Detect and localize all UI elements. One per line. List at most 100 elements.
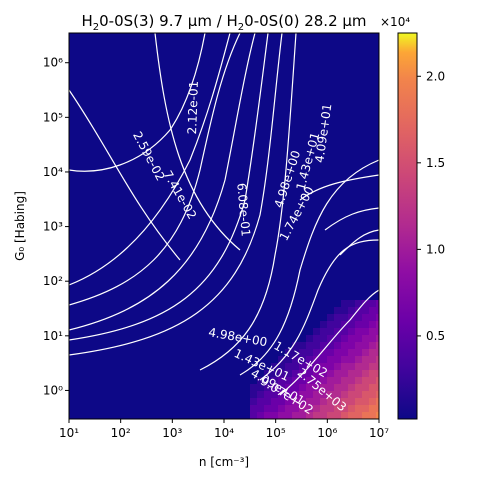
heatmap-cell xyxy=(334,370,341,377)
heatmap-cell xyxy=(362,405,369,412)
heatmap-cell xyxy=(355,398,362,405)
heatmap-cell xyxy=(341,307,348,314)
heatmap-cell xyxy=(292,370,299,377)
heatmap-cell xyxy=(341,412,348,419)
heatmap-cell xyxy=(320,356,327,363)
heatmap-cell xyxy=(278,363,285,370)
y-axis-label: G₀ [Habing] xyxy=(13,191,27,261)
heatmap-cell xyxy=(348,328,355,335)
heatmap-cell xyxy=(250,391,257,398)
heatmap-cell xyxy=(299,356,306,363)
heatmap-cell xyxy=(376,300,379,307)
heatmap-cell xyxy=(299,349,306,356)
heatmap-cell xyxy=(355,384,362,391)
heatmap-cell xyxy=(334,412,341,419)
heatmap-cell xyxy=(355,307,362,314)
heatmap-cell xyxy=(355,356,362,363)
heatmap-cell xyxy=(376,398,379,405)
heatmap-cell xyxy=(341,391,348,398)
heatmap-cell xyxy=(362,342,369,349)
heatmap-cell xyxy=(320,349,327,356)
x-tick-label: 10⁴ xyxy=(214,426,234,440)
heatmap-cell xyxy=(348,384,355,391)
heatmap-cell xyxy=(327,321,334,328)
heatmap-cell xyxy=(341,363,348,370)
heatmap-cell xyxy=(327,349,334,356)
heatmap-cell xyxy=(306,356,313,363)
heatmap-cell xyxy=(362,300,369,307)
heatmap-cell xyxy=(278,370,285,377)
heatmap-cell xyxy=(369,370,376,377)
heatmap-cell xyxy=(299,377,306,384)
heatmap-cell xyxy=(341,370,348,377)
heatmap-cell xyxy=(348,335,355,342)
heatmap-cell xyxy=(278,356,285,363)
heatmap-cell xyxy=(348,405,355,412)
heatmap-cell xyxy=(320,335,327,342)
heatmap-cell xyxy=(369,328,376,335)
heatmap-cell xyxy=(362,412,369,419)
heatmap-cell xyxy=(334,405,341,412)
heatmap-cell xyxy=(341,328,348,335)
heatmap-cell xyxy=(257,412,264,419)
y-tick-label: 10⁰ xyxy=(43,383,63,397)
heatmap-cell xyxy=(376,377,379,384)
heatmap-cell xyxy=(306,321,313,328)
heatmap-cell xyxy=(264,398,271,405)
heatmap-cell xyxy=(341,314,348,321)
heatmap-cell xyxy=(292,363,299,370)
heatmap-cell xyxy=(376,405,379,412)
heatmap-cell xyxy=(376,328,379,335)
heatmap-cell xyxy=(341,398,348,405)
heatmap-cell xyxy=(341,377,348,384)
heatmap-cell xyxy=(264,405,271,412)
heatmap-cell xyxy=(341,384,348,391)
y-tick-label: 10⁵ xyxy=(43,110,63,124)
heatmap-cell xyxy=(348,300,355,307)
heatmap-cell xyxy=(299,384,306,391)
heatmap-cell xyxy=(271,405,278,412)
heatmap-cell xyxy=(271,412,278,419)
heatmap-cell xyxy=(362,307,369,314)
heatmap-cell xyxy=(278,377,285,384)
x-tick-label: 10⁶ xyxy=(317,426,337,440)
heatmap-cell xyxy=(355,300,362,307)
heatmap-cell xyxy=(313,370,320,377)
heatmap-cell xyxy=(355,321,362,328)
heatmap-cell xyxy=(348,363,355,370)
heatmap-cell xyxy=(299,405,306,412)
heatmap-cell xyxy=(285,370,292,377)
x-tick-label: 10⁵ xyxy=(266,426,286,440)
heatmap-cell xyxy=(313,335,320,342)
heatmap-cell xyxy=(348,321,355,328)
heatmap-cell xyxy=(376,321,379,328)
heatmap-cell xyxy=(264,384,271,391)
heatmap-cell xyxy=(257,370,264,377)
heatmap-cell xyxy=(334,377,341,384)
heatmap-cell xyxy=(334,342,341,349)
heatmap-cell xyxy=(348,307,355,314)
heatmap-cell xyxy=(327,335,334,342)
heatmap-cell xyxy=(376,391,379,398)
heatmap-cell xyxy=(320,314,327,321)
y-tick-label: 10⁶ xyxy=(43,56,63,70)
chart-title: H20-0S(3) 9.7 μm / H20-0S(0) 28.2 μm xyxy=(81,12,366,33)
x-tick-label: 10¹ xyxy=(59,426,79,440)
heatmap-cell xyxy=(334,300,341,307)
heatmap-cell xyxy=(376,370,379,377)
heatmap-cell xyxy=(369,321,376,328)
heatmap-cell xyxy=(369,405,376,412)
heatmap-cell xyxy=(369,349,376,356)
heatmap-cell xyxy=(285,342,292,349)
heatmap-cell xyxy=(278,349,285,356)
heatmap-cell xyxy=(278,384,285,391)
heatmap-cell xyxy=(320,363,327,370)
heatmap-cell xyxy=(320,307,327,314)
heatmap-cell xyxy=(299,398,306,405)
heatmap-cell xyxy=(292,349,299,356)
heatmap-cell xyxy=(313,356,320,363)
heatmap-cell xyxy=(313,405,320,412)
heatmap-cell xyxy=(369,356,376,363)
heatmap-cell xyxy=(320,412,327,419)
heatmap-cell xyxy=(299,335,306,342)
